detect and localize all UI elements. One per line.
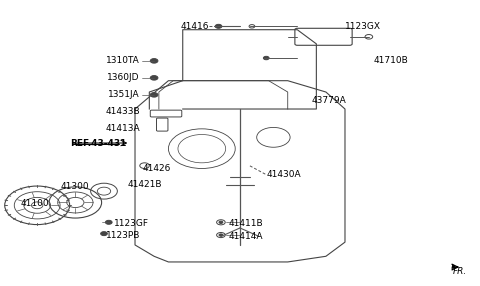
Text: 41411B: 41411B	[228, 219, 263, 228]
Text: 41426: 41426	[142, 164, 170, 173]
Text: 1360JD: 1360JD	[108, 73, 140, 82]
Circle shape	[150, 93, 158, 97]
Text: 43779A: 43779A	[312, 96, 347, 105]
Text: 41413A: 41413A	[105, 124, 140, 133]
Text: 1123PB: 1123PB	[107, 231, 141, 240]
Text: 1351JA: 1351JA	[108, 90, 140, 99]
Text: 41430A: 41430A	[266, 170, 301, 179]
Text: 1310TA: 1310TA	[106, 56, 140, 65]
Text: 1123GF: 1123GF	[114, 219, 148, 228]
Text: 41433B: 41433B	[105, 107, 140, 116]
Circle shape	[219, 221, 223, 223]
Circle shape	[101, 232, 108, 236]
Text: 41710B: 41710B	[373, 56, 408, 65]
Text: 1123GX: 1123GX	[345, 22, 381, 31]
Circle shape	[219, 234, 223, 236]
Text: FR.: FR.	[453, 267, 467, 276]
Circle shape	[215, 24, 222, 28]
Text: 41100: 41100	[21, 199, 49, 208]
Circle shape	[106, 220, 112, 224]
Text: 41416: 41416	[180, 22, 209, 31]
Text: 41414A: 41414A	[228, 232, 263, 241]
Text: REF.43-431: REF.43-431	[71, 138, 127, 148]
Circle shape	[264, 56, 269, 60]
Circle shape	[150, 76, 158, 80]
Circle shape	[150, 59, 158, 63]
Text: 41300: 41300	[61, 182, 90, 191]
Text: 41421B: 41421B	[128, 180, 162, 188]
